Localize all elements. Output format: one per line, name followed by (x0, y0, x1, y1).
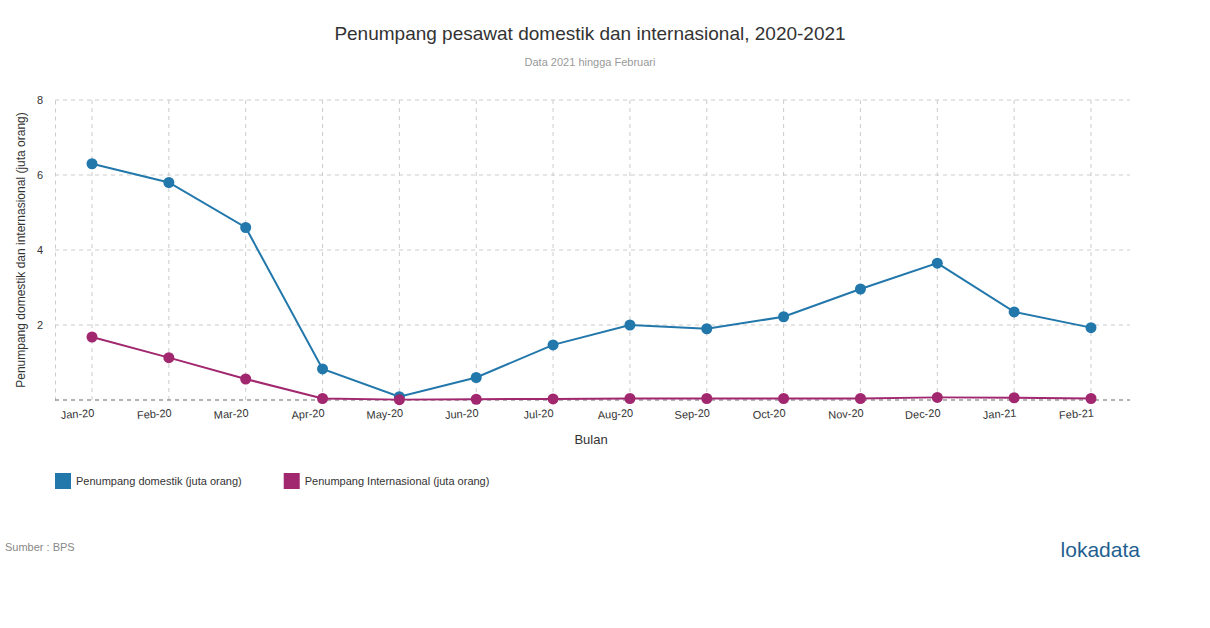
legend-item: Penumpang domestik (juta orang) (55, 473, 242, 489)
x-tick-label: Mar-20 (213, 407, 249, 421)
y-grid-line (55, 250, 1130, 251)
series-marker (1009, 392, 1020, 403)
x-tick-label: Jan-20 (60, 407, 94, 421)
series-marker (317, 393, 328, 404)
y-tick: 6 (37, 169, 55, 181)
x-tick: Mar-20 (213, 400, 249, 421)
y-tick: 2 (37, 319, 55, 331)
series-marker (778, 393, 789, 404)
title: Penumpang pesawat domestik dan internasi… (334, 23, 845, 44)
y-tick-label: 8 (37, 94, 43, 106)
series-marker (471, 372, 482, 383)
x-grid-line (1014, 100, 1015, 400)
series-marker (855, 393, 866, 404)
x-tick-label: Feb-20 (137, 407, 173, 421)
x-grid-line (322, 100, 323, 400)
x-tick-label: Sep-20 (674, 407, 710, 421)
y-axis: 2 4 6 8 (37, 94, 56, 400)
x-axis: Jan-20 Feb-20 Mar-20 Apr-20 May-20 Jun-20 Jul-… (55, 400, 1130, 421)
x-tick-label: May-20 (366, 407, 403, 422)
x-grid-line (629, 100, 630, 400)
legend: Penumpang domestik (juta orang) Penumpang… (55, 473, 489, 489)
y-tick-label: 2 (37, 319, 43, 331)
series-marker (548, 393, 559, 404)
legend-label: Penumpang Internasional (juta orang) (305, 475, 490, 487)
x-grid-line (92, 100, 93, 400)
y-tick: 8 (37, 94, 55, 106)
y-tick-label: 4 (37, 244, 43, 256)
series-marker (471, 394, 482, 405)
x-tick-label: Jul-20 (523, 407, 554, 421)
x-tick-label: Apr-20 (291, 407, 325, 421)
x-tick: Dec-20 (905, 400, 941, 421)
legend-swatch (55, 473, 71, 489)
x-tick: Jan-21 (982, 400, 1016, 421)
x-axis-title: Bulan (574, 432, 607, 447)
logo: lokadata (1061, 538, 1141, 561)
series-marker (778, 311, 789, 322)
y-tick-label: 6 (37, 169, 43, 181)
legend-item: Penumpang Internasional (juta orang) (284, 473, 490, 489)
series-marker (163, 177, 174, 188)
y-axis-line (55, 101, 56, 401)
series-marker (240, 374, 251, 385)
x-tick-label: Jun-20 (444, 407, 478, 421)
grid (55, 100, 1130, 400)
y-axis-title: Penumpang domestik dan internasional (ju… (14, 112, 28, 388)
series-marker (240, 222, 251, 233)
series-marker (932, 258, 943, 269)
x-grid-line (783, 100, 784, 400)
series-marker (1009, 306, 1020, 317)
x-grid-line (706, 100, 707, 400)
series-marker (701, 323, 712, 334)
series-marker (1086, 393, 1097, 404)
x-grid-line (476, 100, 477, 400)
x-grid-line (245, 100, 246, 400)
x-tick-label: Aug-20 (597, 407, 633, 421)
x-grid-line (860, 100, 861, 400)
x-tick: Feb-20 (137, 400, 173, 421)
x-tick-label: Nov-20 (828, 407, 864, 421)
series-marker (163, 352, 174, 363)
x-grid-line (1091, 100, 1092, 400)
y-grid-line (55, 100, 1130, 101)
x-grid-line (399, 100, 400, 400)
series-marker (548, 339, 559, 350)
x-grid-line (937, 100, 938, 400)
legend-swatch (284, 473, 300, 489)
series-marker (701, 393, 712, 404)
series-marker (87, 332, 98, 343)
series-line (92, 337, 1091, 400)
series-marker (624, 393, 635, 404)
series-marker (87, 158, 98, 169)
subtitle: Data 2021 hingga Februari (525, 56, 656, 68)
series-marker (624, 320, 635, 331)
legend-label: Penumpang domestik (juta orang) (76, 475, 242, 487)
series-marker (394, 394, 405, 405)
y-grid-line (55, 175, 1130, 176)
x-tick-label: Oct-20 (752, 407, 786, 421)
series-marker (317, 363, 328, 374)
plot-area (87, 158, 1097, 405)
series-marker (1086, 322, 1097, 333)
chart: Penumpang pesawat domestik dan internasi… (0, 0, 1210, 628)
x-tick-label: Jan-21 (982, 407, 1016, 421)
x-tick-label: Dec-20 (905, 407, 941, 421)
x-tick: Jul-20 (523, 400, 554, 421)
series-line (92, 164, 1091, 397)
series-marker (855, 284, 866, 295)
x-tick: Jan-20 (60, 400, 94, 421)
x-grid-line (553, 100, 554, 400)
source: Sumber : BPS (5, 541, 75, 553)
series-marker (932, 392, 943, 403)
x-tick-label: Feb-21 (1059, 407, 1095, 421)
y-grid-line (55, 325, 1130, 326)
y-tick: 4 (37, 244, 55, 256)
